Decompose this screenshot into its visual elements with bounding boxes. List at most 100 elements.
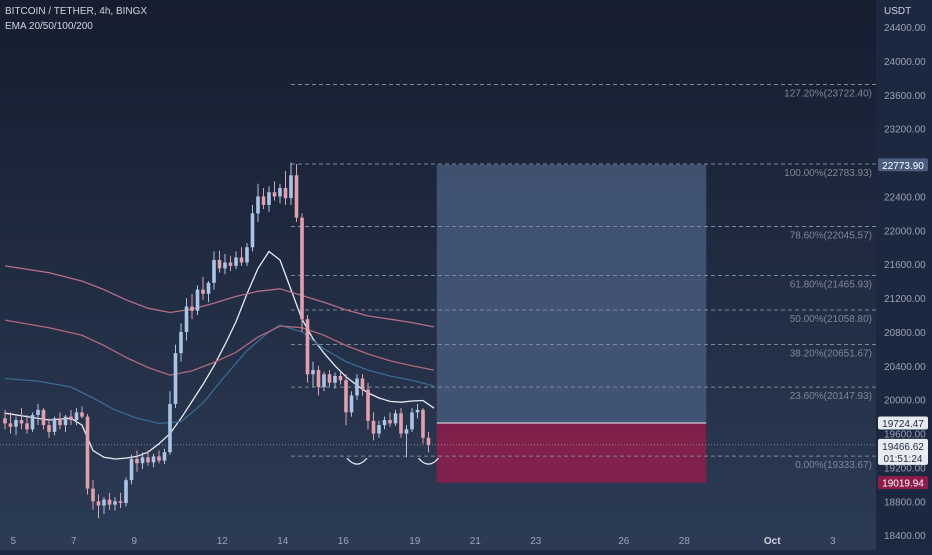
candle-body xyxy=(80,412,84,417)
countdown-label: 01:51:24 xyxy=(884,454,923,465)
time-tick-label: 21 xyxy=(470,536,482,547)
candle-body xyxy=(223,262,227,269)
fib-level-label: 61.80%(21465.93) xyxy=(790,280,872,291)
candle-body xyxy=(382,420,387,426)
target-zone xyxy=(436,164,707,424)
candle-body xyxy=(305,319,310,375)
candle-body xyxy=(338,375,343,381)
time-tick-label: 12 xyxy=(217,536,229,547)
candle-body xyxy=(36,409,40,415)
entry-price-label: 19724.47 xyxy=(882,419,924,430)
candle-body xyxy=(355,378,359,396)
candle-body xyxy=(91,488,95,502)
candle-body xyxy=(404,429,409,434)
fib-level-label: 0.00%(19333.67) xyxy=(795,460,872,471)
ema-line xyxy=(4,265,435,328)
candle-body xyxy=(162,452,167,461)
price-tick-label: 20000.00 xyxy=(884,396,926,407)
entry-price-label-bg xyxy=(878,416,928,430)
candle-body xyxy=(410,412,414,430)
candle-body xyxy=(96,501,101,506)
candle-body xyxy=(212,259,216,283)
candle-body xyxy=(63,416,68,426)
candle-body xyxy=(118,501,123,504)
candle-body xyxy=(234,257,238,266)
price-tick-label: 22400.00 xyxy=(884,192,926,203)
candle-body xyxy=(393,413,398,424)
current-price-label: 19466.62 xyxy=(882,442,924,453)
candle-body xyxy=(8,423,13,427)
price-tick-label: 21200.00 xyxy=(884,294,926,305)
candle-body xyxy=(30,414,35,430)
time-tick-label: 19 xyxy=(409,536,421,547)
candle-body xyxy=(333,375,337,383)
candle-body xyxy=(250,213,255,248)
time-tick-label: 14 xyxy=(277,536,289,547)
candle-body xyxy=(294,175,299,218)
candle-body xyxy=(19,420,24,424)
candle-body xyxy=(421,409,425,438)
candle-body xyxy=(184,306,189,332)
candle-body xyxy=(58,418,62,426)
candle-body xyxy=(201,289,205,294)
chart-title: BITCOIN / TETHER, 4h, BINGX xyxy=(5,6,148,17)
current-price-label-bg xyxy=(878,438,928,465)
stop-price-label: 19019.94 xyxy=(882,479,924,490)
ema-line xyxy=(4,319,435,376)
candle-body xyxy=(124,480,128,504)
price-tick-label: 19600.00 xyxy=(884,430,926,441)
price-tick-label: 21600.00 xyxy=(884,260,926,271)
candle-body xyxy=(146,457,150,463)
time-tick-label: 5 xyxy=(10,536,16,547)
time-tick-label: 23 xyxy=(530,536,542,547)
candle-body xyxy=(267,192,271,205)
fib-level-label: 78.60%(22045.57) xyxy=(790,230,872,241)
candle-body xyxy=(140,457,145,464)
stop-price-label-bg xyxy=(878,476,928,490)
candle-body xyxy=(129,458,134,481)
price-tick-label: 24000.00 xyxy=(884,57,926,68)
price-tick-label: 18800.00 xyxy=(884,497,926,508)
fib-level-label: 100.00%(22783.93) xyxy=(784,168,872,179)
candle-body xyxy=(283,187,288,199)
fib-level-label: 38.20%(20651.67) xyxy=(790,349,872,360)
candle-body xyxy=(14,420,18,427)
candle-body xyxy=(179,331,183,354)
candle-body xyxy=(399,413,403,434)
time-tick-label: 9 xyxy=(131,536,137,547)
candle-body xyxy=(327,374,332,383)
price-tick-label: 23200.00 xyxy=(884,125,926,136)
candle-body xyxy=(316,370,321,387)
candle-body xyxy=(239,257,244,263)
candle-body xyxy=(426,437,431,445)
candle-body xyxy=(102,499,106,506)
candle-body xyxy=(349,395,354,413)
fib-level-label: 50.00%(21058.80) xyxy=(790,314,872,325)
stop-zone xyxy=(436,423,707,483)
candle-body xyxy=(261,196,266,205)
double-bottom-arc xyxy=(346,457,368,465)
price-tick-label: 20800.00 xyxy=(884,328,926,339)
candle-body xyxy=(206,282,211,294)
candle-body xyxy=(69,416,73,421)
candle-body xyxy=(107,499,112,505)
candle-body xyxy=(245,247,249,263)
candle-body xyxy=(3,418,7,424)
candle-body xyxy=(113,501,117,505)
candle-body xyxy=(157,456,161,461)
candle-body xyxy=(195,289,200,311)
target-price-label-bg xyxy=(878,158,928,172)
fib-level-label: 127.20%(23722.40) xyxy=(784,88,872,99)
candle-body xyxy=(388,420,392,424)
candle-body xyxy=(168,403,172,453)
candle-body xyxy=(135,458,139,464)
price-tick-label: 23600.00 xyxy=(884,91,926,102)
candle-body xyxy=(217,259,222,269)
candle-body xyxy=(371,420,376,434)
candle-body xyxy=(289,175,293,199)
candle-body xyxy=(74,412,79,421)
time-tick-label: Oct xyxy=(764,536,781,547)
price-tick-label: 19200.00 xyxy=(884,463,926,474)
